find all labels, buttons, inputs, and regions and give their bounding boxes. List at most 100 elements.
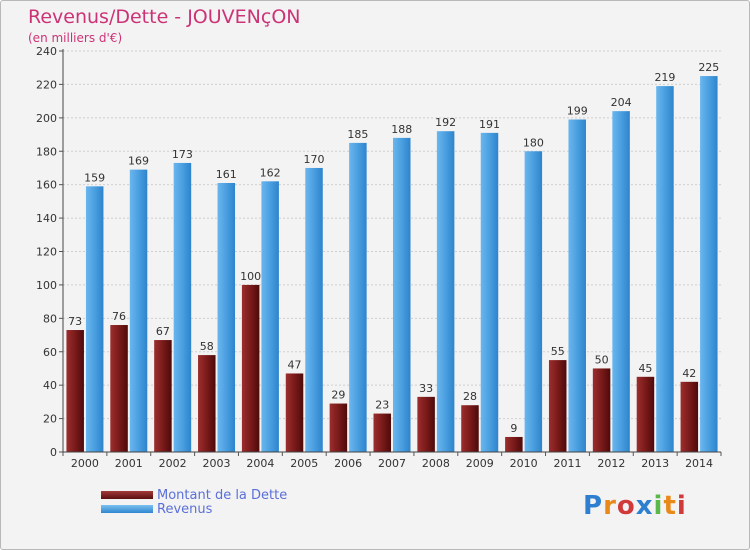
y-tick-label: 120 — [36, 246, 57, 259]
data-label-debt: 58 — [200, 340, 214, 353]
chart-subtitle: (en milliers d'€) — [28, 31, 123, 45]
logo-letter: x — [635, 491, 654, 521]
data-label-debt: 67 — [156, 325, 170, 338]
data-label-debt: 28 — [463, 390, 477, 403]
bar-revenue — [568, 119, 586, 453]
data-label-revenue: 219 — [654, 71, 675, 84]
y-tick-label: 40 — [43, 379, 57, 392]
x-tick-label: 2000 — [71, 457, 99, 470]
x-tick-label: 2013 — [641, 457, 669, 470]
data-label-revenue: 185 — [347, 128, 368, 141]
data-label-debt: 47 — [288, 358, 302, 371]
bar-debt — [285, 373, 304, 452]
logo-letter: P — [583, 491, 604, 521]
data-label-revenue: 204 — [611, 96, 632, 109]
data-label-debt: 76 — [112, 310, 126, 323]
x-tick-label: 2002 — [159, 457, 187, 470]
bar-debt — [461, 405, 479, 452]
bar-debt — [505, 436, 523, 452]
data-label-debt: 45 — [638, 362, 652, 375]
legend-swatch-revenue — [101, 505, 153, 513]
y-tick-label: 140 — [36, 212, 57, 225]
bar-debt — [548, 360, 567, 452]
bar-revenue — [261, 181, 279, 452]
bar-revenue — [524, 151, 543, 452]
bar-debt — [636, 376, 655, 452]
data-label-revenue: 199 — [567, 105, 588, 118]
data-label-debt: 42 — [682, 367, 696, 380]
legend-item-debt: Montant de la Dette — [101, 487, 287, 503]
data-label-revenue: 192 — [435, 116, 456, 129]
data-label-debt: 73 — [68, 315, 82, 328]
bar-debt — [154, 340, 172, 452]
y-tick-label: 80 — [43, 312, 57, 325]
data-label-revenue: 161 — [216, 168, 237, 181]
data-label-revenue: 162 — [260, 166, 281, 179]
logo-letter: o — [616, 491, 636, 521]
logo-letter: i — [676, 491, 687, 521]
bar-revenue — [393, 137, 411, 452]
data-label-debt: 23 — [375, 399, 389, 412]
grid-lines — [63, 50, 721, 452]
legend-label-revenue: Revenus — [157, 501, 213, 517]
bar-debt — [110, 325, 128, 452]
y-tick-label: 160 — [36, 179, 57, 192]
x-tick-label: 2004 — [246, 457, 274, 470]
data-label-debt: 33 — [419, 382, 433, 395]
logo-letter: i — [653, 491, 664, 521]
data-label-revenue: 225 — [698, 61, 719, 74]
bar-debt — [417, 396, 435, 452]
bar-debt — [198, 355, 216, 452]
data-label-debt: 50 — [595, 353, 609, 366]
logo-letter: r — [603, 491, 617, 521]
y-tick-label: 60 — [43, 346, 57, 359]
bar-revenue — [173, 162, 192, 452]
data-label-debt: 9 — [510, 422, 517, 435]
x-tick-label: 2008 — [422, 457, 450, 470]
bar-debt — [241, 284, 260, 452]
logo-letter: t — [663, 491, 677, 521]
y-tick-label: 0 — [50, 446, 57, 459]
bar-revenue — [656, 86, 674, 453]
y-tick-label: 200 — [36, 112, 57, 125]
legend-item-revenue: Revenus — [101, 501, 212, 517]
data-labels: 73 159 76 169 67 173 58 161 100 162 47 170 29 185 23 18… — [68, 61, 719, 435]
x-tick-label: 2003 — [203, 457, 231, 470]
bar-debt — [592, 368, 611, 452]
data-label-revenue: 191 — [479, 118, 500, 131]
x-tick-label: 2012 — [597, 457, 625, 470]
y-tick-label: 240 — [36, 45, 57, 58]
bar-revenue — [85, 186, 104, 452]
bar-revenue — [349, 142, 367, 453]
data-label-revenue: 169 — [128, 155, 149, 168]
bar-revenue — [700, 76, 718, 452]
bar-revenue — [436, 131, 455, 452]
x-tick-label: 2005 — [290, 457, 318, 470]
bar-debt — [680, 381, 699, 452]
proxiti-logo: Proxiti — [583, 491, 687, 521]
x-tick-label: 2009 — [466, 457, 494, 470]
legend-swatch-debt — [101, 491, 153, 499]
x-tick-label: 2006 — [334, 457, 362, 470]
bar-revenue — [129, 169, 148, 453]
y-tick-label: 180 — [36, 145, 57, 158]
bar-revenue — [480, 132, 499, 452]
axes: 0 20 40 60 80 100 120 140 160 180 200 220 240 2000 200… — [36, 45, 722, 470]
bar-revenue — [217, 182, 236, 452]
data-label-revenue: 159 — [84, 171, 105, 184]
bar-debt — [66, 330, 84, 452]
legend-label-debt: Montant de la Dette — [157, 487, 288, 503]
x-tick-label: 2010 — [510, 457, 538, 470]
data-label-revenue: 173 — [172, 148, 193, 161]
x-tick-label: 2001 — [115, 457, 143, 470]
data-label-debt: 55 — [551, 345, 565, 358]
bar-debt — [329, 403, 348, 452]
data-label-revenue: 170 — [304, 153, 325, 166]
bar-revenue — [612, 111, 630, 453]
y-tick-label: 100 — [36, 279, 57, 292]
bar-debt — [373, 413, 391, 452]
data-label-debt: 100 — [240, 270, 261, 283]
bars — [66, 76, 718, 453]
